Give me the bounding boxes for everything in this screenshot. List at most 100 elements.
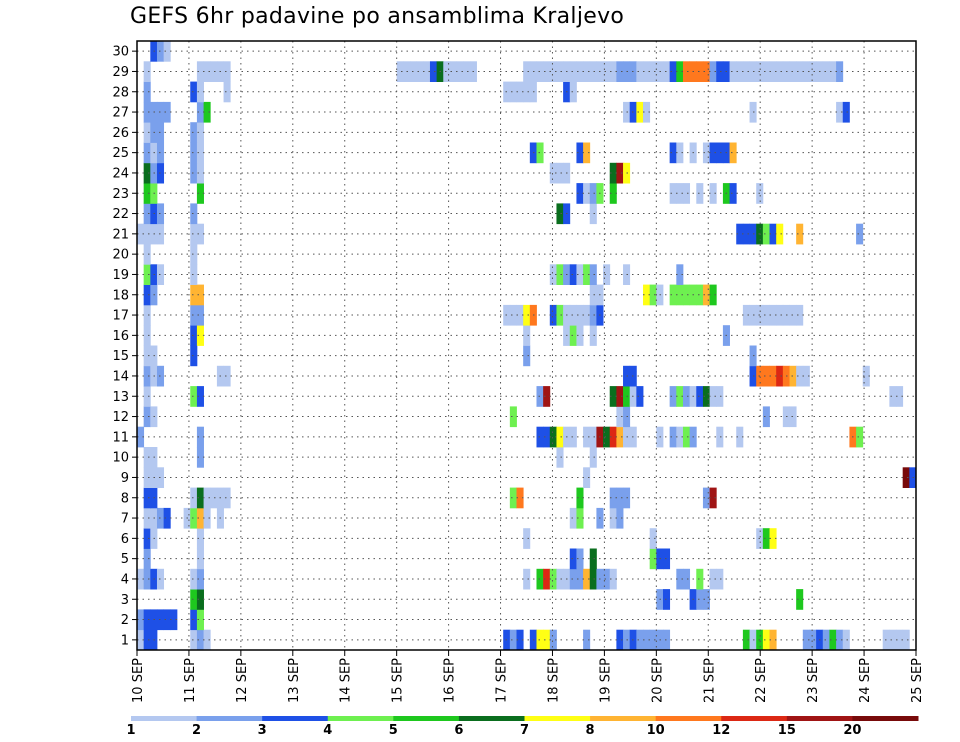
heatmap-cell <box>423 61 431 82</box>
heatmap-cell <box>203 487 211 509</box>
y-tick-label: 25 <box>112 146 129 161</box>
heatmap-cell <box>716 426 724 448</box>
heatmap-cell <box>456 61 464 82</box>
heatmap-cell <box>190 589 198 610</box>
heatmap-cell <box>616 386 624 407</box>
heatmap-cell <box>143 487 151 509</box>
heatmap-cell <box>223 365 231 387</box>
heatmap-cell <box>196 548 204 570</box>
heatmap-cell <box>523 568 531 590</box>
heatmap-cell <box>676 568 684 590</box>
heatmap-cell <box>196 507 204 529</box>
heatmap-cell <box>789 304 797 326</box>
x-tick-label: 18 SEP <box>546 658 561 703</box>
heatmap-cell <box>716 568 724 590</box>
heatmap-cell <box>556 61 564 82</box>
heatmap-cell <box>682 284 691 306</box>
heatmap-cell <box>196 386 204 407</box>
y-tick-label: 28 <box>112 85 129 100</box>
heatmap-cell <box>682 61 691 82</box>
heatmap-cell <box>669 284 677 306</box>
heatmap-cell <box>616 61 624 82</box>
legend-swatch <box>786 716 853 721</box>
y-tick-label: 20 <box>112 248 129 263</box>
heatmap-cell <box>583 304 591 326</box>
y-axis: 1234567891011121314151617181920212223242… <box>112 45 137 648</box>
heatmap-cell <box>196 81 204 103</box>
legend-swatch <box>393 716 460 721</box>
heatmap-cell <box>736 61 744 82</box>
heatmap-cell <box>190 264 198 285</box>
heatmap-cell <box>769 304 777 326</box>
heatmap-cell <box>609 162 617 184</box>
x-tick-label: 10 SEP <box>131 658 146 703</box>
heatmap-cell <box>196 162 204 184</box>
heatmap-cell <box>163 101 171 123</box>
heatmap-cell <box>662 61 671 82</box>
heatmap-cell <box>636 386 644 407</box>
heatmap-cell <box>223 81 231 103</box>
heatmap-cell <box>203 61 211 82</box>
heatmap-cell <box>616 487 624 509</box>
heatmap-cell <box>549 568 557 590</box>
heatmap-cell <box>210 487 218 509</box>
heatmap-cell <box>190 507 198 529</box>
y-tick-label: 10 <box>112 451 129 466</box>
heatmap-cell <box>556 568 564 590</box>
heatmap-cell <box>409 61 418 82</box>
y-tick-label: 2 <box>121 613 129 628</box>
heatmap-cell <box>603 426 611 448</box>
heatmap-cell <box>829 629 837 651</box>
heatmap-cell <box>809 61 817 82</box>
heatmap-cell <box>190 142 198 164</box>
heatmap-cell <box>662 589 671 610</box>
x-tick-label: 21 SEP <box>702 658 717 703</box>
heatmap-cell <box>676 264 684 285</box>
x-tick-label: 23 SEP <box>806 658 821 703</box>
heatmap-cell <box>729 183 737 204</box>
heatmap-cell <box>696 284 704 306</box>
heatmap-cell <box>709 386 717 407</box>
heatmap-cell <box>682 426 691 448</box>
heatmap-cell <box>769 223 777 245</box>
heatmap-cell <box>716 61 724 82</box>
heatmap-cell <box>616 507 624 529</box>
heatmap-cell <box>696 386 704 407</box>
heatmap-cell <box>569 264 577 285</box>
heatmap-cell <box>836 629 844 651</box>
heatmap-cell <box>143 101 151 123</box>
x-tick-label: 12 SEP <box>235 658 250 703</box>
heatmap-cell <box>196 142 204 164</box>
legend-label: 5 <box>389 723 398 738</box>
heatmap-cell <box>796 365 804 387</box>
heatmap-cell <box>603 568 611 590</box>
y-tick-label: 14 <box>112 369 129 384</box>
heatmap-cell <box>190 629 198 651</box>
heatmap-cell <box>776 365 784 387</box>
heatmap-cell <box>902 467 910 488</box>
color-legend: 1 2 3 4 5 6 7 8 10 12 15 20 <box>126 716 919 738</box>
heatmap-cell <box>702 61 710 82</box>
heatmap-cell <box>569 507 577 529</box>
heatmap-cell <box>509 81 517 103</box>
heatmap-cell <box>636 61 644 82</box>
y-tick-label: 18 <box>112 288 129 303</box>
heatmap-cell <box>649 548 657 570</box>
heatmap-cell <box>543 61 551 82</box>
heatmap-cell <box>143 548 151 570</box>
heatmap-cell <box>609 487 617 509</box>
heatmap-cell <box>549 629 557 651</box>
heatmap-cell <box>143 386 151 407</box>
heatmap-cell <box>196 487 204 509</box>
heatmap-cell <box>569 61 577 82</box>
heatmap-cell <box>583 426 591 448</box>
heatmap-cell <box>143 304 151 326</box>
heatmap-cell <box>603 61 611 82</box>
heatmap-cell <box>190 386 198 407</box>
plot-frame <box>136 40 917 651</box>
heatmap-cell <box>190 325 198 346</box>
y-tick-label: 1 <box>121 633 129 648</box>
heatmap-cell <box>223 61 231 82</box>
heatmap-cell <box>682 386 691 407</box>
heatmap-cell <box>616 406 624 428</box>
